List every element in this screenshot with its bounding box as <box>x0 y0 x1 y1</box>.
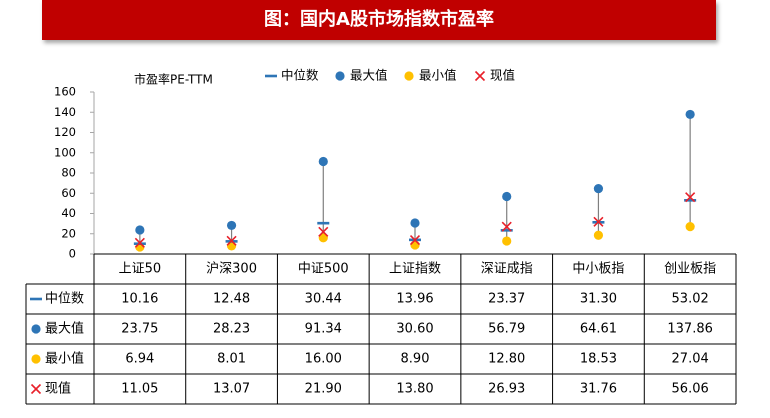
data-label: 91.34 <box>305 322 342 337</box>
legend-label: 中位数 <box>281 68 319 83</box>
data-label: 12.48 <box>213 292 250 307</box>
data-point-min <box>226 241 237 251</box>
legend-label: 最小值 <box>419 68 457 83</box>
data-label: 12.80 <box>488 352 525 367</box>
table-legend-marker <box>31 354 41 364</box>
data-point-current <box>409 234 421 246</box>
table-row-header: 中位数 <box>45 292 84 307</box>
data-point-current <box>226 235 237 246</box>
table-legend-marker <box>31 324 41 334</box>
chart-title: 图：国内A股市场指数市盈率 <box>264 9 494 30</box>
data-label: 10.16 <box>121 292 158 307</box>
data-label: 8.90 <box>401 352 430 367</box>
data-label: 64.61 <box>580 322 617 337</box>
y-tick-label: 120 <box>54 125 76 139</box>
data-label: 13.80 <box>396 382 433 397</box>
data-label: 56.06 <box>672 382 709 397</box>
data-point-min <box>410 240 420 250</box>
y-tick-label: 40 <box>61 206 76 220</box>
data-point-current <box>318 226 329 237</box>
title-bar: 图：国内A股市场指数市盈率 <box>42 0 716 40</box>
data-point-max <box>593 183 604 194</box>
y-tick-label: 160 <box>54 85 76 99</box>
legend-label: 现值 <box>490 68 515 83</box>
data-point-max <box>410 218 420 228</box>
legend-label: 最大值 <box>350 68 388 83</box>
data-label: 13.07 <box>213 382 250 397</box>
y-tick-label: 60 <box>61 186 76 200</box>
data-label: 16.00 <box>305 352 342 367</box>
data-label: 13.96 <box>396 292 433 307</box>
x-tick-label: 中小板指 <box>572 262 624 277</box>
table-legend-marker <box>30 383 42 395</box>
y-axis-label: 市盈率PE-TTM <box>134 72 213 87</box>
x-tick-label: 深证成指 <box>481 262 533 277</box>
data-label: 30.44 <box>305 292 342 307</box>
data-label: 27.04 <box>672 352 709 367</box>
data-point-current <box>685 192 696 203</box>
x-tick-label: 上证指数 <box>389 262 441 277</box>
x-tick-label: 创业板指 <box>664 262 716 277</box>
y-tick-label: 0 <box>69 247 76 261</box>
data-point-current <box>134 237 145 248</box>
data-label: 6.94 <box>125 352 154 367</box>
data-point-current <box>501 221 512 232</box>
data-point-max <box>135 225 145 235</box>
data-label: 28.23 <box>213 322 250 337</box>
data-point-max <box>685 109 695 120</box>
data-point-max <box>502 191 512 202</box>
data-label: 18.53 <box>580 352 617 367</box>
table-row-header: 最大值 <box>45 321 84 337</box>
data-point-current <box>593 216 604 227</box>
data-label: 137.86 <box>667 322 713 337</box>
data-label: 23.75 <box>121 322 158 337</box>
x-tick-label: 中证500 <box>298 262 349 277</box>
data-label: 26.93 <box>488 382 525 397</box>
data-point-min <box>593 230 604 240</box>
data-label: 23.37 <box>488 292 525 307</box>
table-row-header: 最小值 <box>45 351 84 367</box>
data-label: 8.01 <box>217 352 246 367</box>
data-label: 21.90 <box>305 382 342 397</box>
data-label: 31.30 <box>580 292 617 307</box>
data-point-max <box>318 156 328 167</box>
data-label: 11.05 <box>121 382 158 397</box>
x-tick-label: 沪深300 <box>206 261 257 277</box>
data-label: 56.79 <box>488 322 525 337</box>
data-label: 30.60 <box>396 322 433 337</box>
y-tick-label: 100 <box>54 145 76 159</box>
data-point-min <box>685 222 695 232</box>
data-point-max <box>226 220 237 231</box>
y-tick-label: 80 <box>61 166 76 180</box>
data-label: 31.76 <box>580 382 617 397</box>
legend-marker <box>404 71 414 81</box>
data-point-min <box>318 233 328 243</box>
table-row-header: 现值 <box>45 381 71 397</box>
legend-marker <box>474 70 486 82</box>
y-tick-label: 20 <box>61 226 76 240</box>
y-tick-label: 140 <box>54 105 76 119</box>
data-label: 53.02 <box>672 292 709 307</box>
x-tick-label: 上证50 <box>119 262 162 277</box>
legend-marker <box>335 71 345 81</box>
data-point-min <box>502 236 512 246</box>
